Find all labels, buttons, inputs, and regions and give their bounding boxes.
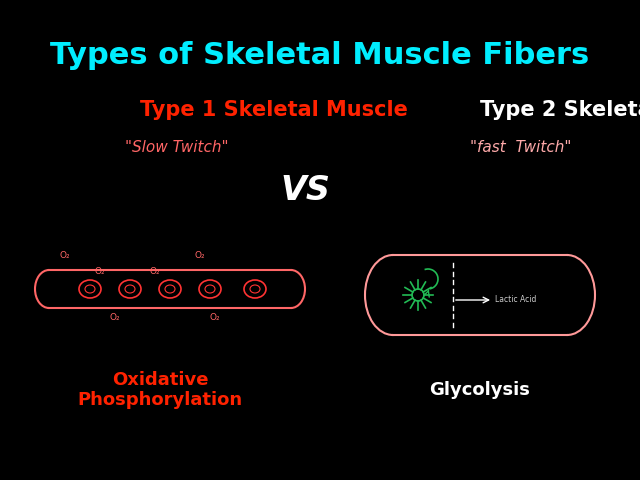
Text: O₂: O₂ (210, 312, 220, 322)
Ellipse shape (125, 285, 135, 293)
Text: O₂: O₂ (195, 252, 205, 261)
Text: Lactic Acid: Lactic Acid (495, 296, 536, 304)
Ellipse shape (539, 255, 595, 335)
Ellipse shape (165, 285, 175, 293)
Text: "fast  Twitch": "fast Twitch" (470, 141, 572, 156)
Ellipse shape (159, 280, 181, 298)
Text: VS: VS (280, 173, 330, 206)
Ellipse shape (85, 285, 95, 293)
Ellipse shape (250, 285, 260, 293)
Text: O₂: O₂ (150, 267, 160, 276)
Text: Type 1 Skeletal Muscle: Type 1 Skeletal Muscle (140, 100, 408, 120)
Ellipse shape (277, 270, 305, 308)
FancyBboxPatch shape (393, 255, 567, 335)
Ellipse shape (244, 280, 266, 298)
Text: Glycolysis: Glycolysis (429, 381, 531, 399)
Text: Type 2 Skeletal Muscle: Type 2 Skeletal Muscle (480, 100, 640, 120)
Text: "Slow Twitch": "Slow Twitch" (125, 141, 228, 156)
Ellipse shape (205, 285, 215, 293)
Ellipse shape (365, 255, 421, 335)
Text: O₂: O₂ (60, 252, 70, 261)
Ellipse shape (199, 280, 221, 298)
Ellipse shape (79, 280, 101, 298)
Ellipse shape (35, 270, 63, 308)
Ellipse shape (412, 289, 424, 301)
Text: Types of Skeletal Muscle Fibers: Types of Skeletal Muscle Fibers (51, 40, 589, 70)
Ellipse shape (119, 280, 141, 298)
Text: O₂: O₂ (95, 267, 106, 276)
FancyBboxPatch shape (49, 270, 291, 308)
Text: Oxidative
Phosphorylation: Oxidative Phosphorylation (77, 371, 243, 409)
Text: O₂: O₂ (109, 312, 120, 322)
